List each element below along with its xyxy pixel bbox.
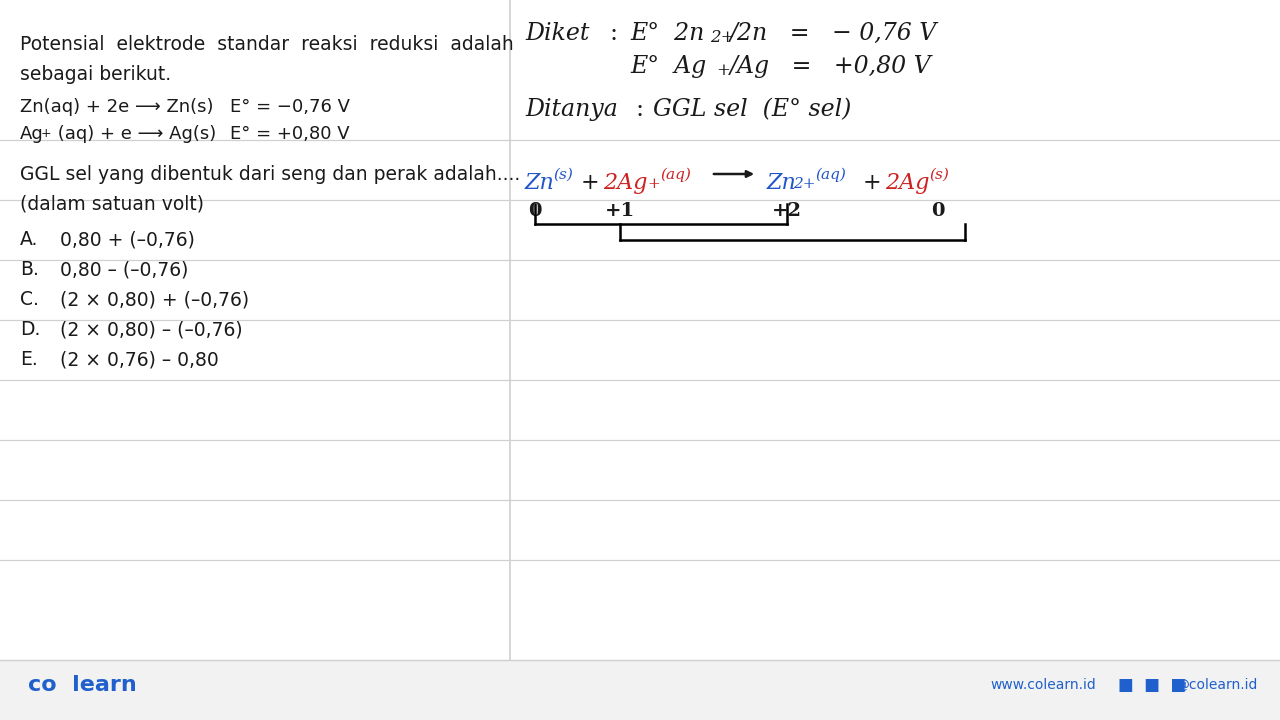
Text: (s): (s) <box>553 168 573 182</box>
Text: :: : <box>635 98 643 121</box>
Text: 2+: 2+ <box>794 177 815 191</box>
Text: 0,80 + (–0,76): 0,80 + (–0,76) <box>60 230 195 249</box>
Text: GGL sel  (E° sel): GGL sel (E° sel) <box>653 98 851 121</box>
Text: sebagai berikut.: sebagai berikut. <box>20 65 172 84</box>
Text: Zn: Zn <box>525 172 554 194</box>
Text: +: + <box>716 62 730 79</box>
Text: Diket: Diket <box>525 22 589 45</box>
Text: GGL sel yang dibentuk dari seng dan perak adalah....: GGL sel yang dibentuk dari seng dan pera… <box>20 165 520 184</box>
Text: 0: 0 <box>932 202 945 220</box>
Text: Zn(aq) + 2e ⟶ Zn(s): Zn(aq) + 2e ⟶ Zn(s) <box>20 98 214 116</box>
Text: 0,80 – (–0,76): 0,80 – (–0,76) <box>60 260 188 279</box>
Text: co  learn: co learn <box>28 675 137 695</box>
Text: +: + <box>581 172 599 194</box>
Text: +: + <box>863 172 882 194</box>
Text: +2: +2 <box>772 202 803 220</box>
Text: 2Ag: 2Ag <box>603 172 648 194</box>
Text: (dalam satuan volt): (dalam satuan volt) <box>20 195 204 214</box>
Text: /2n   =   − 0,76 V: /2n = − 0,76 V <box>730 22 937 45</box>
Text: E°  Ag: E° Ag <box>630 55 707 78</box>
Text: (2 × 0,76) – 0,80: (2 × 0,76) – 0,80 <box>60 350 219 369</box>
Text: 2+: 2+ <box>710 29 735 46</box>
Text: (aq) + e ⟶ Ag(s): (aq) + e ⟶ Ag(s) <box>52 125 216 143</box>
Text: 0: 0 <box>529 202 541 220</box>
Text: www.colearn.id: www.colearn.id <box>989 678 1096 692</box>
Text: Ditanya: Ditanya <box>525 98 618 121</box>
Text: E° = +0,80 V: E° = +0,80 V <box>230 125 349 143</box>
Text: (aq): (aq) <box>815 168 846 182</box>
Text: E° = −0,76 V: E° = −0,76 V <box>230 98 349 116</box>
Text: :: : <box>611 22 618 45</box>
Text: Potensial  elektrode  standar  reaksi  reduksi  adalah: Potensial elektrode standar reaksi reduk… <box>20 35 513 54</box>
Text: A.: A. <box>20 230 38 249</box>
Text: (2 × 0,80) + (–0,76): (2 × 0,80) + (–0,76) <box>60 290 250 309</box>
Text: D.: D. <box>20 320 41 339</box>
Text: /Ag   =   +0,80 V: /Ag = +0,80 V <box>730 55 932 78</box>
Text: B.: B. <box>20 260 38 279</box>
Text: +: + <box>646 177 659 191</box>
Text: (s): (s) <box>929 168 948 182</box>
Text: (aq): (aq) <box>660 168 691 182</box>
Text: Ag: Ag <box>20 125 44 143</box>
Text: ■  ■  ■: ■ ■ ■ <box>1117 676 1187 694</box>
Text: E.: E. <box>20 350 37 369</box>
Text: C.: C. <box>20 290 38 309</box>
Text: @colearn.id: @colearn.id <box>1175 678 1257 692</box>
Text: E°  2n: E° 2n <box>630 22 704 45</box>
Text: +: + <box>41 127 51 140</box>
Text: +1: +1 <box>605 202 635 220</box>
Text: (2 × 0,80) – (–0,76): (2 × 0,80) – (–0,76) <box>60 320 243 339</box>
Text: Zn: Zn <box>767 172 797 194</box>
Text: 2Ag: 2Ag <box>884 172 929 194</box>
